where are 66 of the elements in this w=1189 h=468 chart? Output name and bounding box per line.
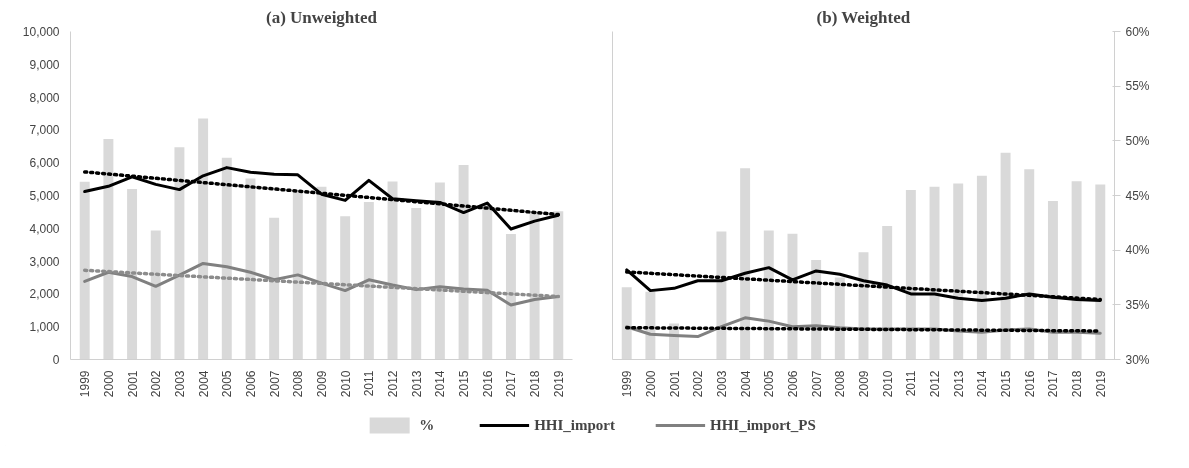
- chart-title: (b) Weighted: [816, 7, 911, 27]
- text: 60%: [1125, 24, 1150, 39]
- x-tick-label: 2004: [738, 370, 753, 398]
- y-tick-label: 6,000: [29, 156, 60, 171]
- x-tick-label: 2006: [785, 370, 800, 398]
- x-tick-label: 2012: [386, 370, 401, 398]
- x-tick-label: 2005: [762, 370, 777, 398]
- text: 35%: [1125, 297, 1150, 312]
- x-tick-label: 2010: [880, 370, 895, 398]
- y-tick-label: 0: [52, 353, 60, 367]
- x-tick-label: 2003: [172, 370, 187, 398]
- x-tick-label: 2016: [480, 370, 495, 398]
- y-tick-label: 4,000: [29, 221, 60, 236]
- legend-label: HHI_import: [534, 416, 615, 434]
- x-tick-label: 2015: [999, 370, 1014, 398]
- line-series: [83, 261, 560, 307]
- x-tick-label: 2000: [643, 370, 658, 398]
- x-tick-label: 2018: [1070, 370, 1085, 398]
- x-tick-label: 2008: [291, 370, 306, 398]
- y-tick-label: 3,000: [29, 254, 60, 269]
- x-tick-label: 2009: [857, 370, 871, 398]
- x-tick-label: 2013: [409, 370, 424, 398]
- text: 40%: [1125, 243, 1150, 258]
- x-tick-label: 2019: [1093, 370, 1108, 398]
- x-tick-label: 2008: [833, 370, 848, 398]
- x-tick-label: 2000: [101, 370, 116, 398]
- x-tick-label: 2013: [951, 370, 966, 398]
- x-tick-label: 2010: [338, 370, 353, 398]
- x-tick-label: 2007: [809, 370, 824, 398]
- chart-title: (a) Unweighted: [266, 7, 378, 27]
- y-tick-label: 7,000: [29, 123, 60, 138]
- x-tick-label: 2006: [243, 370, 258, 398]
- x-tick-label: 2001: [125, 370, 140, 398]
- x-tick-label: 2007: [267, 370, 282, 398]
- x-tick-label: 2017: [504, 370, 519, 398]
- x-tick-label: 2002: [691, 370, 706, 398]
- legend-label: %: [419, 416, 436, 434]
- x-tick-label: 2014: [975, 370, 990, 398]
- y-tick-label: 1,000: [29, 320, 60, 335]
- x-tick-label: 2003: [714, 370, 729, 398]
- text: 55%: [1125, 79, 1150, 94]
- x-tick-label: 2011: [362, 370, 377, 397]
- x-tick-label: 2018: [528, 370, 543, 398]
- x-tick-label: 2009: [315, 370, 329, 398]
- x-tick-label: 1999: [620, 370, 635, 398]
- text: 45%: [1125, 188, 1150, 203]
- x-tick-label: 2015: [457, 370, 472, 398]
- y-tick-label: 2,000: [29, 287, 60, 302]
- x-tick-label: 2019: [551, 370, 566, 398]
- text: 50%: [1125, 133, 1150, 148]
- y-tick-label: 5,000: [29, 189, 60, 203]
- x-tick-label: 2004: [196, 370, 211, 398]
- x-tick-label: 2011: [904, 370, 919, 397]
- x-tick-label: 2005: [220, 370, 235, 398]
- y-tick-label: 9,000: [29, 57, 60, 72]
- text: 30%: [1125, 352, 1150, 367]
- x-tick-label: 2017: [1046, 370, 1061, 398]
- y-tick-label: 10,000: [22, 25, 60, 39]
- legend-label: HHI_import_PS: [710, 416, 816, 434]
- x-tick-label: 2016: [1022, 370, 1037, 398]
- x-tick-label: 2001: [667, 370, 682, 398]
- x-tick-label: 2014: [433, 370, 448, 398]
- y-tick-label: 8,000: [29, 90, 60, 105]
- x-tick-label: 2012: [928, 370, 943, 398]
- x-tick-label: 2002: [149, 370, 164, 398]
- x-tick-label: 1999: [78, 370, 93, 398]
